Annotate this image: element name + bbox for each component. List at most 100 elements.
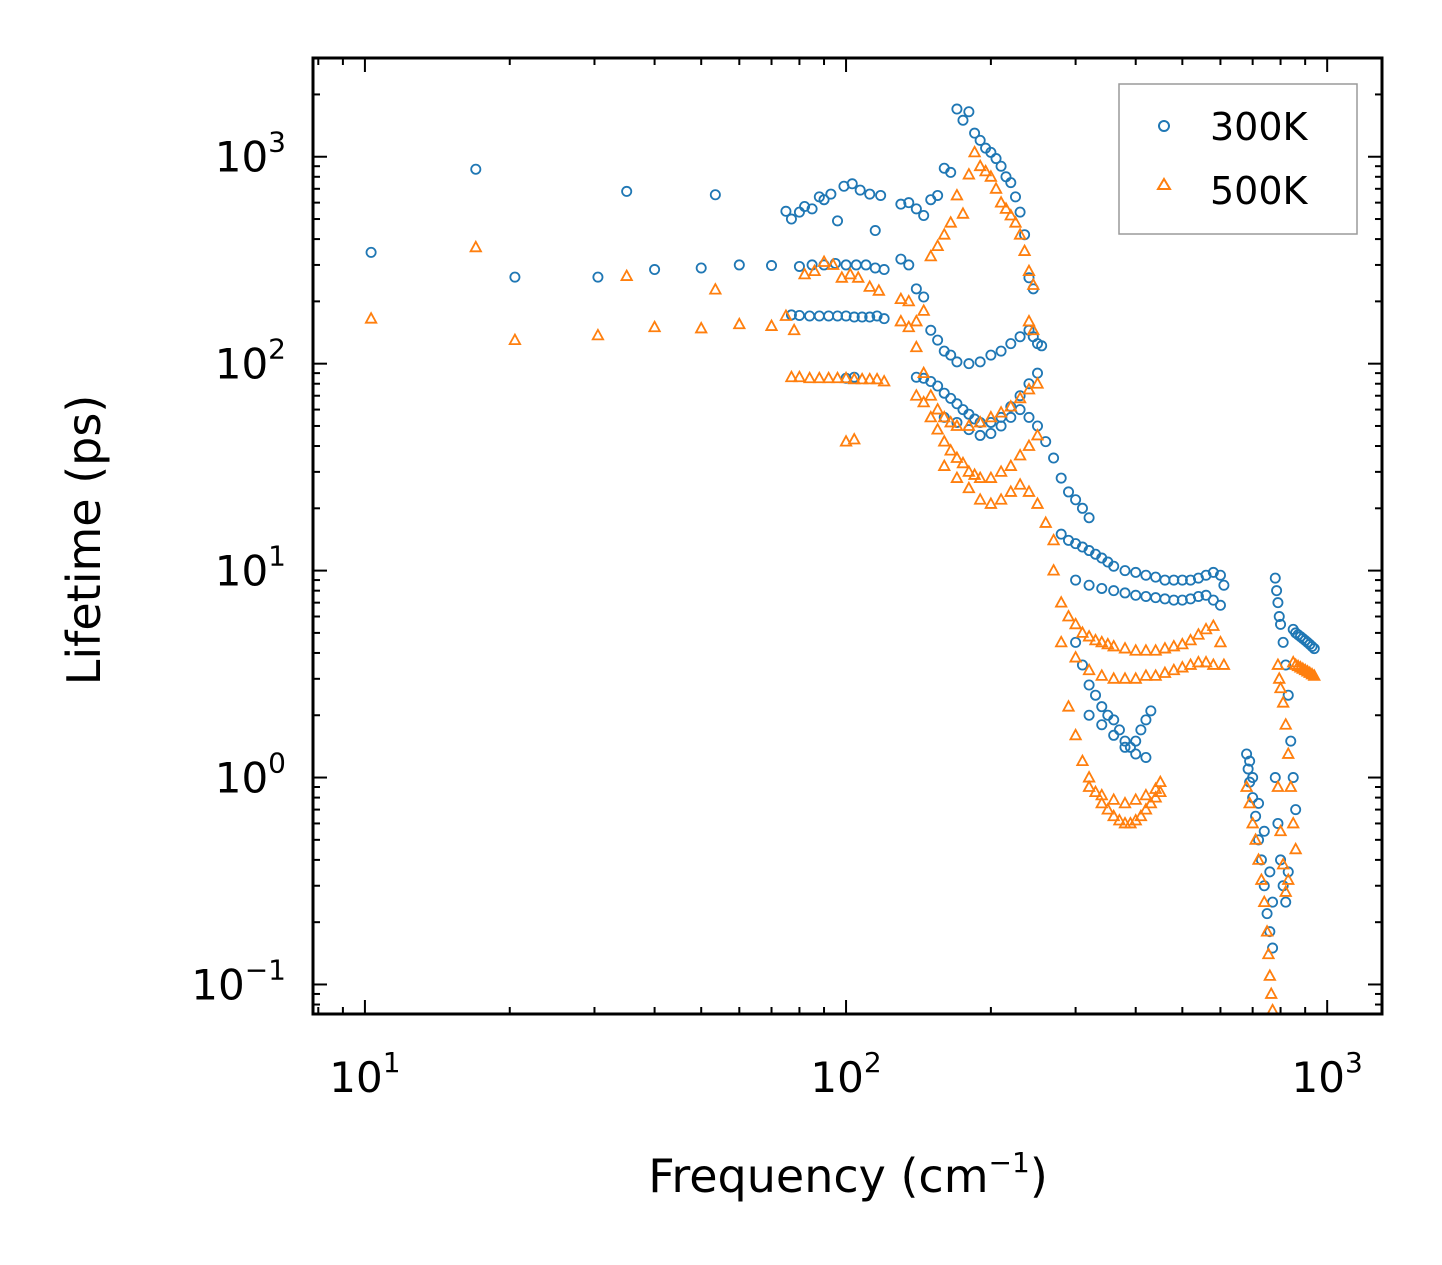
data-point-500k	[1082, 662, 1096, 676]
data-point-300k	[709, 189, 721, 201]
data-point-500k	[855, 371, 869, 385]
y-tick-label: 101	[215, 540, 286, 596]
data-point-300k	[951, 398, 963, 410]
data-point-500k	[1106, 808, 1121, 822]
data-point-500k	[1217, 657, 1231, 670]
data-point-300k	[918, 210, 930, 222]
data-point-300k	[957, 114, 969, 126]
data-point-500k	[1305, 667, 1319, 680]
series-500k-points	[364, 144, 1321, 1014]
data-point-500k	[950, 470, 964, 483]
data-point-500k	[989, 181, 1003, 194]
data-point-300k	[1207, 594, 1219, 606]
data-point-300k	[1261, 908, 1273, 920]
data-point-300k	[1277, 636, 1289, 648]
data-point-500k	[877, 374, 891, 387]
data-point-300k	[903, 259, 915, 271]
data-point-300k	[1282, 689, 1294, 701]
y-tick-label: 100	[215, 747, 286, 803]
data-point-300k	[799, 200, 811, 212]
data-point-300k	[974, 134, 986, 146]
data-point-500k	[1271, 657, 1285, 670]
data-point-500k	[909, 314, 924, 327]
data-point-500k	[967, 144, 982, 158]
data-point-500k	[930, 238, 945, 251]
data-point-500k	[1288, 841, 1303, 855]
data-point-500k	[1286, 655, 1300, 668]
data-point-300k	[1076, 502, 1088, 514]
data-point-300k	[963, 106, 975, 118]
data-point-300k	[985, 427, 997, 439]
data-point-500k	[1013, 390, 1027, 404]
data-point-300k	[1113, 724, 1125, 736]
data-point-500k	[1281, 746, 1295, 759]
data-point-300k	[470, 163, 482, 175]
data-point-500k	[1082, 779, 1096, 792]
data-point-300k	[1253, 797, 1265, 809]
plot-frame	[311, 56, 1384, 1016]
data-point-500k	[817, 254, 831, 267]
data-point-500k	[1273, 680, 1288, 694]
data-point-500k	[1026, 277, 1041, 290]
data-point-300k	[1200, 569, 1212, 581]
data-point-500k	[1068, 727, 1083, 741]
data-point-300k	[945, 166, 957, 178]
data-point-500k	[1278, 884, 1293, 897]
data-point-300k	[1269, 572, 1281, 584]
y-tick-label: 102	[215, 333, 286, 389]
data-point-500k	[902, 294, 916, 307]
data-point-300k	[1014, 206, 1026, 218]
data-point-500k	[984, 496, 998, 509]
data-point-500k	[1158, 665, 1172, 678]
data-point-300k	[1119, 735, 1131, 747]
data-point-300k	[932, 189, 944, 201]
data-point-500k	[1068, 650, 1083, 663]
data-point-500k	[1022, 314, 1036, 327]
data-point-300k	[1096, 701, 1108, 713]
data-point-500k	[994, 464, 1008, 477]
data-point-300k	[806, 203, 818, 215]
data-point-500k	[950, 188, 964, 201]
data-point-500k	[1281, 872, 1295, 885]
data-point-500k	[943, 415, 958, 428]
data-point-500k	[1054, 634, 1068, 648]
data-point-500k	[1144, 796, 1158, 809]
data-point-500k	[1153, 784, 1168, 798]
data-point-500k	[851, 270, 865, 283]
data-point-300k	[969, 127, 981, 139]
data-point-500k	[1061, 609, 1076, 622]
data-point-500k	[943, 215, 958, 228]
data-point-500k	[1139, 668, 1153, 681]
data-point-300k	[995, 345, 1007, 357]
data-point-300k	[945, 392, 957, 404]
data-point-500k	[1183, 657, 1198, 670]
data-point-500k	[894, 291, 908, 305]
data-point-300k	[1124, 741, 1136, 753]
data-point-500k	[1278, 717, 1293, 730]
data-point-500k	[1095, 668, 1109, 681]
data-point-500k	[1038, 515, 1053, 528]
data-point-300k	[1130, 748, 1142, 760]
data-point-300k	[1048, 452, 1060, 464]
data-point-500k	[937, 410, 951, 423]
data-point-300k	[1108, 729, 1120, 741]
data-point-300k	[878, 313, 890, 325]
data-point-500k	[937, 227, 951, 240]
data-point-300k	[878, 264, 890, 276]
data-point-300k	[1306, 640, 1318, 652]
x-tick-label: 101	[329, 1046, 400, 1102]
data-point-300k	[1014, 331, 1026, 343]
data-point-500k	[1286, 816, 1300, 829]
data-point-500k	[1054, 595, 1068, 608]
data-point-500k	[1183, 633, 1198, 646]
data-point-500k	[909, 339, 924, 353]
data-point-300k	[840, 310, 852, 322]
data-point-500k	[1139, 788, 1153, 801]
data-point-300k	[1242, 763, 1254, 775]
data-point-300k	[963, 358, 975, 370]
data-point-500k	[1101, 802, 1115, 815]
data-point-500k	[1118, 796, 1132, 809]
x-tick-label: 103	[1292, 1046, 1363, 1102]
data-point-300k	[509, 271, 521, 283]
data-point-500k	[1248, 832, 1263, 845]
